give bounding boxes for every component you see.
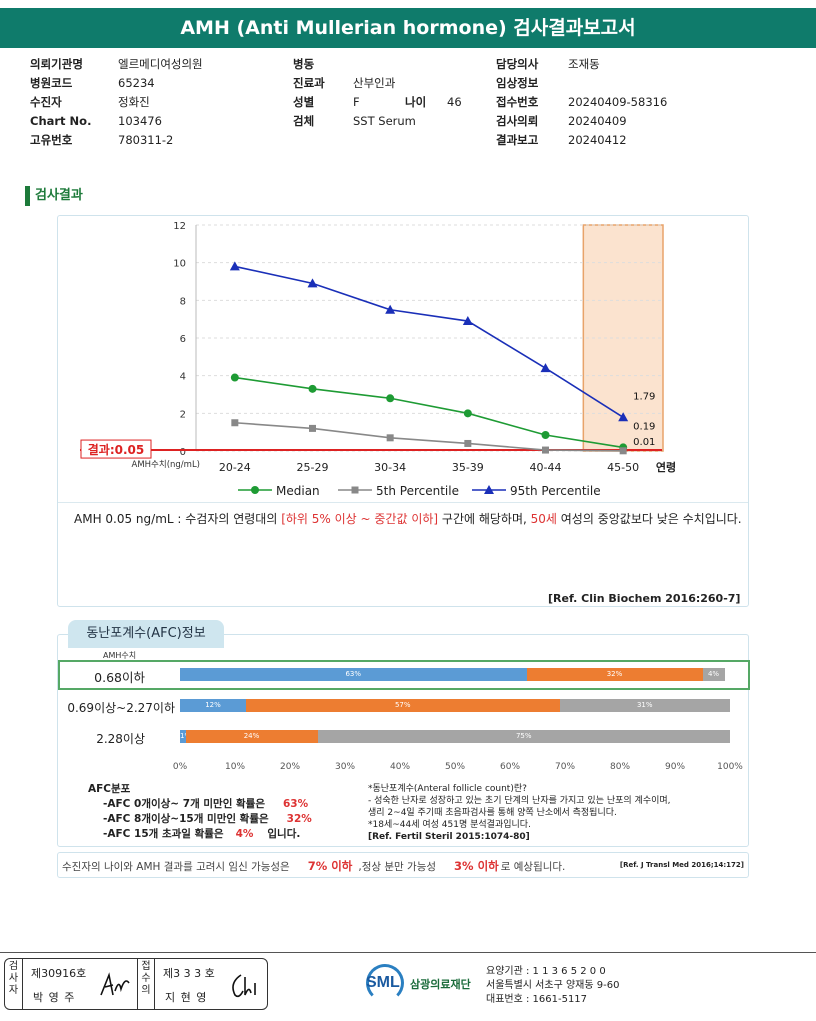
afc-dist-row: -AFC 0개이상~ 7개 미만인 확률은 63%: [103, 798, 309, 810]
pregnancy-reference: [Ref. J Transl Med 2016;14:172]: [619, 861, 744, 869]
info-row: 결과보고 20240412: [496, 133, 627, 147]
afc-row-label: 0.69이상~2.27이하: [67, 701, 175, 715]
signature-box: 검사자 제30916호 박 영 주 접수의 제3 3 3 호 지 현 영: [4, 958, 268, 1010]
info-row: 검사의뢰 20240409: [496, 114, 627, 128]
footer-divider: [0, 952, 816, 953]
info-row: 고유번호 780311-2: [30, 133, 174, 147]
info-row: Chart No. 103476: [30, 114, 162, 128]
afc-bar-segment: 63%: [180, 668, 527, 681]
afc-tick-label: 90%: [664, 762, 686, 772]
afc-distribution: AFC분포 -AFC 0개이상~ 7개 미만인 확률은 63% -AFC 8개이상…: [88, 782, 312, 842]
afc-bar-segment: 12%: [180, 699, 246, 712]
afc-bar-segment: 32%: [526, 668, 703, 681]
afc-row-label: 0.68이하: [94, 670, 145, 685]
info-row: 병동: [293, 57, 315, 71]
afc-dist-title: AFC분포: [88, 783, 131, 795]
org-info: 요양기관 : 1 1 3 6 5 2 0 0 서울특별시 서초구 양재동 9-6…: [486, 966, 620, 1005]
logo-text: SML: [366, 974, 400, 991]
afc-tick-label: 0%: [172, 762, 188, 772]
afc-bar-segment: 4%: [702, 668, 725, 681]
info-row: 성별 F 나이 46: [293, 95, 462, 109]
afc-bar: 1%24%75%: [180, 730, 730, 743]
pregnancy-text: 수진자의 나이와 AMH 결과를 고려시 임신 가능성은 7% 이하 ,정상 분만 …: [62, 859, 566, 873]
inspector-name: 박 영 주: [33, 991, 76, 1004]
signature-icon: [100, 972, 130, 996]
info-row: 의뢰기관명 엘르메디여성의원: [30, 57, 203, 71]
inspector-no: 제30916호: [31, 967, 87, 980]
section-title: 검사결과: [25, 186, 83, 206]
pregnancy-panel: 수진자의 나이와 AMH 결과를 고려시 임신 가능성은 7% 이하 ,정상 분만 …: [57, 852, 749, 878]
logo-icon: [366, 964, 404, 1002]
chart-panel: [57, 215, 749, 607]
amh-label: AMH수치: [103, 651, 137, 660]
info-row: 수진자 정화진: [30, 95, 150, 109]
afc-tick-label: 30%: [334, 762, 356, 772]
info-row: 검체 SST Serum: [293, 114, 416, 128]
afc-tick-label: 80%: [609, 762, 631, 772]
afc-tick-label: 70%: [554, 762, 576, 772]
info-row: 접수번호 20240409-58316: [496, 95, 668, 109]
signature-icon: [232, 974, 256, 998]
afc-row-label: 2.28이상: [96, 732, 145, 746]
info-row: 병원코드 65234: [30, 76, 155, 90]
afc-tick-label: 20%: [279, 762, 301, 772]
afc-tick-label: 40%: [389, 762, 411, 772]
receiver-no: 제3 3 3 호: [163, 967, 215, 980]
info-row: 담당의사 조재동: [496, 57, 600, 71]
info-row: 진료과 산부인과: [293, 76, 396, 90]
afc-notes: *동난포계수(Anteral follicle count)란? - 성숙한 난…: [368, 784, 671, 842]
org-name: 삼광의료재단: [410, 978, 471, 991]
info-col1: 의뢰기관명 엘르메디여성의원 병원코드 65234 수진자 정화진 Chart No.…: [30, 55, 203, 150]
afc-tab: 동난포계수(AFC)정보: [68, 620, 224, 648]
receiver-name: 지 현 영: [165, 991, 208, 1004]
afc-tick-label: 50%: [444, 762, 466, 772]
afc-bar-segment: 75%: [317, 730, 730, 743]
afc-bar-segment: 31%: [559, 699, 730, 712]
afc-bar-segment: 24%: [185, 730, 318, 743]
reference: [Ref. Clin Biochem 2016:260-7]: [548, 592, 741, 605]
divider: [58, 502, 748, 503]
report-title: AMH (Anti Mullerian hormone) 검사결과보고서: [0, 8, 816, 48]
afc-tick-label: 10%: [224, 762, 246, 772]
result-text: AMH 0.05 ng/mL : 수검자의 연령대의 [하위 5% 이상 ~ 중…: [74, 512, 742, 526]
afc-tick-label: 60%: [499, 762, 521, 772]
afc-bar: 12% 57% 31%: [180, 699, 730, 712]
afc-bar-segment: 57%: [246, 699, 560, 712]
afc-dist-row: -AFC 8개이상~15개 미만인 확률은 32%: [103, 813, 312, 825]
afc-tick-label: 100%: [717, 762, 743, 772]
info-col3: 담당의사 조재동 임상정보 접수번호 20240409-58316 검사의뢰 2024…: [496, 55, 667, 150]
highlight-row: [58, 660, 750, 690]
afc-bar: 63% 32% 4%: [180, 668, 730, 681]
info-col2: 병동 진료과 산부인과 성별 F 나이 46 검체 SST Serum: [293, 55, 462, 131]
info-row: 임상정보: [496, 76, 539, 90]
inspector-label: 검사자: [5, 959, 23, 1009]
afc-dist-row: -AFC 15개 초과일 확률은 4% 입니다.: [103, 828, 301, 840]
receiver-label: 접수의: [137, 959, 155, 1009]
